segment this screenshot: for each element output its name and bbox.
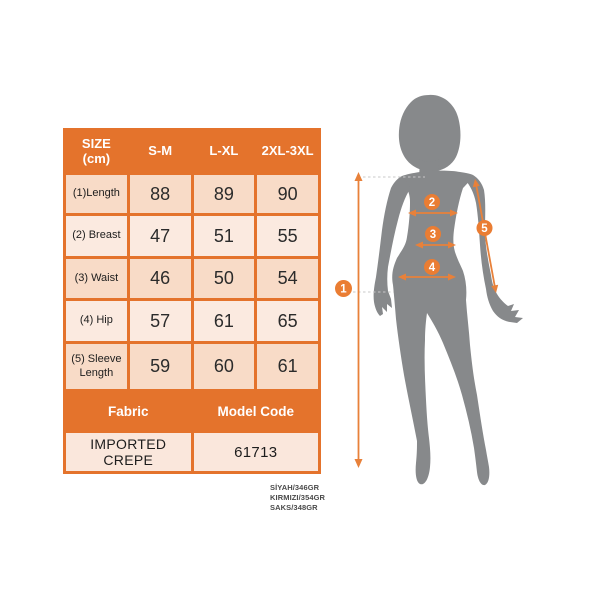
breast-2xl3xl: 55 (257, 216, 318, 256)
color-weight-line: SAKS/348GR (270, 503, 318, 512)
svg-text:4: 4 (429, 262, 436, 274)
sleeve-2xl3xl: 61 (257, 344, 318, 389)
waist-lxl: 50 (193, 259, 255, 298)
hip-arrow (398, 273, 456, 281)
breast-sm: 47 (129, 216, 191, 256)
sleeve-lxl: 60 (193, 344, 255, 389)
marker-1-badge: 1 (335, 280, 352, 297)
breast-arrow (408, 209, 458, 217)
measurement-diagram: 1 2 3 4 5 (335, 94, 523, 486)
marker-2-badge: 2 (424, 194, 440, 210)
female-silhouette-icon (373, 94, 523, 486)
waist-arrow (415, 241, 456, 249)
color-weight-line: SİYAH/346GR (270, 483, 320, 492)
svg-text:2: 2 (429, 197, 435, 209)
hip-sm: 57 (129, 301, 191, 341)
hip-2xl3xl: 65 (257, 301, 318, 341)
size-table: SIZE (cm) S-M L-XL 2XL-3XL (1)Length 88 … (63, 128, 321, 474)
row-label-breast: (2) Breast (66, 216, 127, 256)
row-label-waist: (3) Waist (66, 259, 127, 298)
row-label-length: (1)Length (66, 175, 127, 213)
column-header-2xl3xl: 2XL-3XL (257, 131, 318, 172)
marker-4-badge: 4 (424, 259, 440, 275)
color-weight-note: SİYAH/346GR KIRMIZI/354GR SAKS/348GR (270, 483, 325, 513)
column-header-lxl: L-XL (193, 131, 255, 172)
length-2xl3xl: 90 (257, 175, 318, 213)
length-arrow (354, 172, 363, 468)
svg-text:1: 1 (340, 284, 347, 296)
fabric-value: IMPORTED CREPE (66, 433, 191, 471)
svg-text:3: 3 (430, 229, 436, 241)
waist-2xl3xl: 54 (257, 259, 318, 298)
hip-lxl: 61 (193, 301, 255, 341)
waist-sm: 46 (129, 259, 191, 298)
sleeve-sm: 59 (129, 344, 191, 389)
sleeve-arrow (472, 179, 499, 293)
length-sm: 88 (129, 175, 191, 213)
model-code-value: 61713 (193, 433, 318, 471)
breast-lxl: 51 (193, 216, 255, 256)
fabric-header: Fabric (66, 392, 191, 430)
marker-5-badge: 5 (476, 220, 493, 236)
size-unit-header: SIZE (cm) (66, 131, 127, 172)
svg-text:5: 5 (481, 223, 488, 235)
length-lxl: 89 (193, 175, 255, 213)
model-code-header: Model Code (193, 392, 318, 430)
row-label-hip: (4) Hip (66, 301, 127, 341)
marker-3-badge: 3 (425, 226, 441, 242)
column-header-sm: S-M (129, 131, 191, 172)
row-label-sleeve-length: (5) Sleeve Length (66, 344, 127, 389)
color-weight-line: KIRMIZI/354GR (270, 493, 326, 502)
